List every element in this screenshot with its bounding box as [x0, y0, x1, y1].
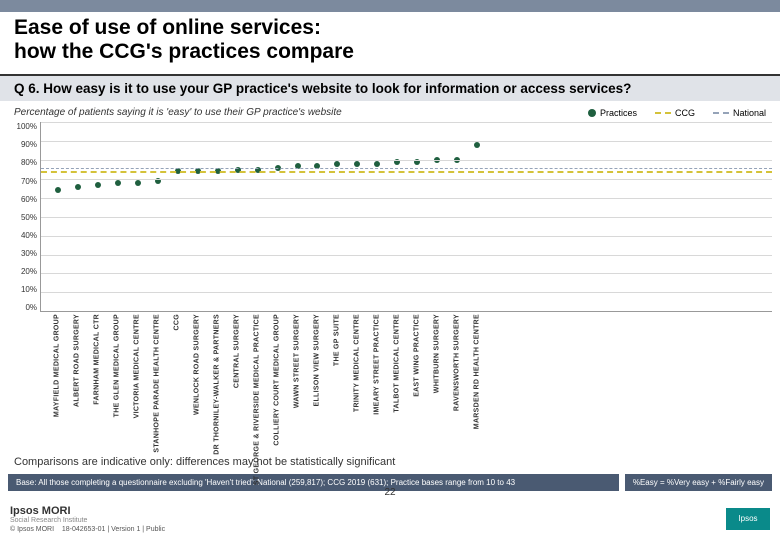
brand-sub: Social Research Institute [10, 517, 165, 525]
legend-ccg: CCG [655, 108, 695, 118]
brand-name: Ipsos MORI [10, 505, 165, 517]
practice-label: MAYFIELD MEDICAL GROUP [54, 314, 61, 417]
grid-line [41, 141, 772, 142]
y-tick-label: 50% [8, 213, 37, 222]
practice-label: EAST WING PRACTICE [413, 314, 420, 397]
practice-dot [474, 142, 480, 148]
page-number: 22 [384, 487, 395, 498]
legend-practices-label: Practices [600, 108, 637, 118]
y-axis-labels: 0% 10% 20% 30% 40% 50% 60% 70% 80% 90% 100% [8, 122, 40, 312]
y-tick-label: 60% [8, 195, 37, 204]
practice-label: ST GEORGE & RIVERSIDE MEDICAL PRACTICE [253, 314, 260, 485]
question-text: Q 6. How easy is it to use your GP pract… [14, 81, 631, 96]
y-tick-label: 100% [8, 122, 37, 131]
grid-line [41, 273, 772, 274]
legend-national-label: National [733, 108, 766, 118]
subtitle: Percentage of patients saying it is 'eas… [14, 107, 588, 118]
ipsos-badge-icon: Ipsos [726, 508, 770, 530]
y-tick-label: 90% [8, 140, 37, 149]
copyright: © Ipsos MORI [10, 526, 54, 533]
line-icon [655, 112, 671, 114]
grid-line [41, 292, 772, 293]
practice-label: WAWN STREET SURGERY [293, 314, 300, 408]
grid-line [41, 255, 772, 256]
brand-block: Ipsos MORI Social Research Institute © I… [10, 505, 165, 534]
header-bar [0, 0, 780, 12]
practice-dot [135, 180, 141, 186]
dot-icon [588, 109, 596, 117]
y-tick-label: 80% [8, 158, 37, 167]
x-axis-labels: MAYFIELD MEDICAL GROUP ALBERT ROAD SURGER… [40, 314, 772, 454]
practice-label: WHITBURN SURGERY [433, 314, 440, 393]
y-tick-label: 70% [8, 177, 37, 186]
line-icon [713, 112, 729, 114]
practice-label: COLLIERY COURT MEDICAL GROUP [273, 314, 280, 446]
legend-national: National [713, 108, 766, 118]
practice-dot [95, 182, 101, 188]
badge-text: Ipsos [738, 515, 757, 523]
y-tick-label: 40% [8, 231, 37, 240]
practice-dot [374, 161, 380, 167]
practice-dot [354, 161, 360, 167]
grid-line [41, 179, 772, 180]
title-block: Ease of use of online services: how the … [0, 12, 780, 76]
practice-dot [334, 161, 340, 167]
practice-label: IMEARY STREET PRACTICE [373, 314, 380, 415]
y-tick-label: 10% [8, 285, 37, 294]
grid-line [41, 217, 772, 218]
ccg-line [41, 171, 772, 173]
practice-dot [115, 180, 121, 186]
footer: Ipsos MORI Social Research Institute © I… [0, 499, 780, 540]
doc-ref: 18-042653-01 | Version 1 | Public [62, 526, 165, 533]
practice-label: STANHOPE PARADE HEALTH CENTRE [154, 314, 161, 453]
practice-label: WENLOCK ROAD SURGERY [194, 314, 201, 415]
practice-label: MARSDEN RD HEALTH CENTRE [473, 314, 480, 429]
y-tick-label: 0% [8, 303, 37, 312]
practice-label: THE GLEN MEDICAL GROUP [114, 314, 121, 417]
plot-area [40, 122, 772, 312]
y-tick-label: 20% [8, 267, 37, 276]
subtitle-row: Percentage of patients saying it is 'eas… [0, 101, 780, 120]
practice-label: ALBERT ROAD SURGERY [74, 314, 81, 407]
grid-line [41, 160, 772, 161]
practice-label: RAVENSWORTH SURGERY [453, 314, 460, 411]
page-title: Ease of use of online services: how the … [14, 16, 766, 64]
base-text: Base: All those completing a questionnai… [8, 474, 619, 491]
practice-dot [75, 184, 81, 190]
practice-label: CENTRAL SURGERY [233, 314, 240, 388]
national-line [41, 168, 772, 169]
grid-line [41, 122, 772, 123]
practice-label: FARNHAM MEDICAL CTR [94, 314, 101, 405]
legend-practices: Practices [588, 108, 637, 118]
practice-dot [55, 187, 61, 193]
practice-label: DR THORNILEY-WALKER & PARTNERS [214, 314, 221, 455]
practice-label: TALBOT MEDICAL CENTRE [393, 314, 400, 413]
practice-label: VICTORIA MEDICAL CENTRE [134, 314, 141, 418]
y-tick-label: 30% [8, 249, 37, 258]
practice-label: CCG [174, 314, 181, 330]
grid-line [41, 236, 772, 237]
chart: 0% 10% 20% 30% 40% 50% 60% 70% 80% 90% 100% [8, 122, 772, 312]
legend: Practices CCG National [588, 108, 766, 118]
practice-label: THE GP SUITE [333, 314, 340, 366]
legend-ccg-label: CCG [675, 108, 695, 118]
question-row: Q 6. How easy is it to use your GP pract… [0, 76, 780, 101]
comparison-note: Comparisons are indicative only: differe… [0, 454, 780, 470]
practice-label: TRINITY MEDICAL CENTRE [353, 314, 360, 412]
practice-label: ELLISON VIEW SURGERY [313, 314, 320, 406]
grid-line [41, 198, 772, 199]
easy-definition: %Easy = %Very easy + %Fairly easy [625, 474, 772, 491]
